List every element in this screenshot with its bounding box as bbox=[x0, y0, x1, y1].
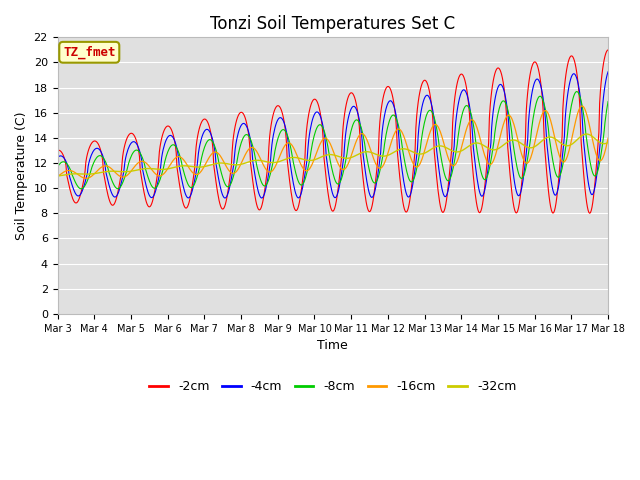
-2cm bbox=[63, 176, 71, 181]
-8cm bbox=[177, 156, 185, 162]
-2cm bbox=[120, 145, 128, 151]
Line: -4cm: -4cm bbox=[58, 72, 608, 198]
-16cm bbox=[206, 154, 214, 159]
-8cm bbox=[417, 144, 424, 150]
-32cm bbox=[205, 162, 213, 168]
X-axis label: Time: Time bbox=[317, 339, 348, 352]
-16cm bbox=[63, 168, 71, 173]
-4cm bbox=[417, 112, 424, 118]
-2cm bbox=[416, 90, 424, 96]
Line: -2cm: -2cm bbox=[58, 50, 608, 213]
-2cm bbox=[586, 210, 593, 216]
-2cm bbox=[205, 123, 213, 129]
-16cm bbox=[54, 174, 61, 180]
-2cm bbox=[176, 185, 184, 191]
-32cm bbox=[63, 171, 71, 177]
-4cm bbox=[401, 182, 408, 188]
-16cm bbox=[82, 176, 90, 181]
Line: -32cm: -32cm bbox=[58, 134, 608, 176]
-32cm bbox=[416, 151, 424, 157]
-2cm bbox=[54, 147, 61, 153]
-8cm bbox=[77, 186, 85, 192]
-4cm bbox=[221, 195, 229, 201]
-4cm bbox=[63, 163, 71, 168]
-8cm bbox=[401, 157, 408, 163]
-8cm bbox=[54, 164, 61, 170]
-32cm bbox=[120, 169, 128, 175]
-4cm bbox=[120, 166, 128, 171]
-32cm bbox=[583, 131, 591, 137]
-32cm bbox=[400, 146, 408, 152]
Title: Tonzi Soil Temperatures Set C: Tonzi Soil Temperatures Set C bbox=[210, 15, 455, 33]
Y-axis label: Soil Temperature (C): Soil Temperature (C) bbox=[15, 111, 28, 240]
Text: TZ_fmet: TZ_fmet bbox=[63, 46, 116, 59]
-16cm bbox=[121, 174, 129, 180]
-4cm bbox=[176, 168, 184, 174]
-8cm bbox=[121, 174, 129, 180]
-16cm bbox=[401, 135, 408, 141]
-4cm bbox=[205, 128, 213, 133]
-2cm bbox=[604, 47, 612, 53]
-8cm bbox=[63, 162, 71, 168]
Line: -8cm: -8cm bbox=[58, 92, 608, 189]
-2cm bbox=[400, 203, 408, 209]
-32cm bbox=[604, 140, 612, 145]
-32cm bbox=[54, 173, 61, 179]
-8cm bbox=[206, 137, 214, 143]
-32cm bbox=[176, 163, 184, 169]
-16cm bbox=[578, 103, 586, 109]
-8cm bbox=[604, 99, 612, 105]
Line: -16cm: -16cm bbox=[58, 106, 608, 179]
-16cm bbox=[604, 135, 612, 141]
-4cm bbox=[54, 155, 61, 160]
-4cm bbox=[604, 69, 612, 75]
Legend: -2cm, -4cm, -8cm, -16cm, -32cm: -2cm, -4cm, -8cm, -16cm, -32cm bbox=[144, 375, 522, 398]
-16cm bbox=[417, 160, 424, 166]
-8cm bbox=[573, 89, 580, 95]
-16cm bbox=[177, 155, 185, 160]
